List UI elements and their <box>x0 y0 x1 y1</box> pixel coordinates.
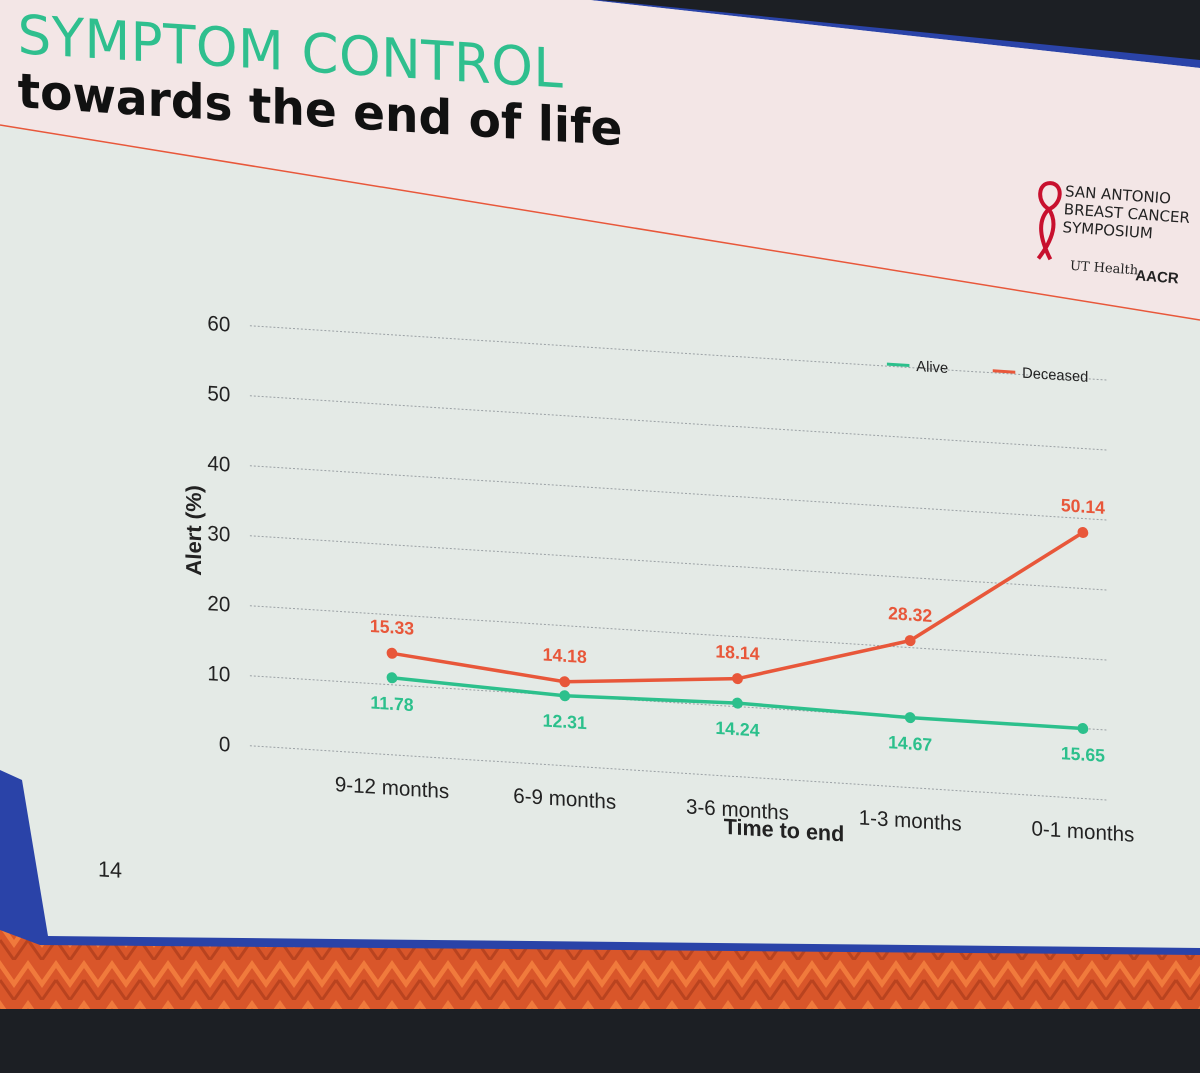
deceased-data-point <box>732 673 743 685</box>
y-tick-label: 20 <box>207 592 230 617</box>
deceased-data-label: 28.32 <box>888 603 932 626</box>
aacr-logo: AACR <box>1134 267 1180 288</box>
alive-data-label: 14.24 <box>715 718 759 741</box>
gridline-30 <box>249 535 1108 591</box>
legend-alive-label: Alive <box>916 359 948 377</box>
deceased-data-point <box>904 635 916 647</box>
alive-data-label: 15.65 <box>1061 743 1105 766</box>
gridline-50 <box>249 395 1108 451</box>
legend-deceased-label: Deceased <box>1022 366 1088 386</box>
data-labels: 11.78 12.31 14.24 14.67 15.65 15.33 14.18 18.14… <box>370 495 1105 766</box>
slide-number: 14 <box>98 856 122 883</box>
y-tick-label: 0 <box>219 733 230 757</box>
legend-alive-swatch <box>886 362 910 368</box>
slide-backdrop <box>0 0 1200 1009</box>
gridline-20 <box>249 605 1108 661</box>
x-tick-label: 9-12 months <box>335 773 449 803</box>
x-tick-label: 6-9 months <box>513 784 616 814</box>
deceased-data-label: 50.14 <box>1061 495 1105 518</box>
ut-health-logo: UT Health <box>1069 258 1139 279</box>
alive-data-label: 12.31 <box>543 710 587 733</box>
series-lines <box>386 526 1089 735</box>
deceased-data-point <box>1077 526 1089 539</box>
deceased-data-label: 15.33 <box>370 616 414 639</box>
y-tick-label: 10 <box>207 662 230 687</box>
y-axis-ticks: 0 10 20 30 40 50 60 <box>207 312 230 757</box>
deceased-data-label: 18.14 <box>715 641 759 664</box>
gridline-40 <box>249 465 1108 521</box>
deceased-data-point <box>386 647 398 659</box>
alive-data-label: 11.78 <box>370 692 413 715</box>
logo-line-3: SYMPOSIUM <box>1062 218 1154 243</box>
gridlines <box>249 325 1108 801</box>
alive-data-point <box>559 690 571 702</box>
chart-legend: Alive Deceased <box>886 359 1088 386</box>
alive-data-point <box>386 672 398 684</box>
y-tick-label: 30 <box>207 522 230 547</box>
alive-data-label: 14.67 <box>888 732 932 755</box>
x-tick-label: 1-3 months <box>859 806 962 836</box>
x-tick-label: 0-1 months <box>1031 817 1134 847</box>
gridline-60 <box>249 325 1108 381</box>
deceased-data-point <box>559 676 571 688</box>
y-tick-label: 40 <box>207 452 230 477</box>
deceased-data-label: 14.18 <box>543 644 587 667</box>
y-tick-label: 60 <box>207 312 230 337</box>
alive-data-point <box>1077 722 1089 735</box>
ribbon-icon <box>1036 181 1062 261</box>
gridline-0 <box>249 745 1108 801</box>
alive-data-point <box>732 697 743 709</box>
y-tick-label: 50 <box>207 382 230 407</box>
x-axis-label: Time to end <box>724 814 845 847</box>
sabcs-logo: SAN ANTONIO BREAST CANCER SYMPOSIUM UT H… <box>1026 178 1190 308</box>
legend-deceased-swatch <box>992 369 1016 374</box>
alive-data-point <box>904 712 916 724</box>
y-axis-label: Alert (%) <box>181 484 206 576</box>
